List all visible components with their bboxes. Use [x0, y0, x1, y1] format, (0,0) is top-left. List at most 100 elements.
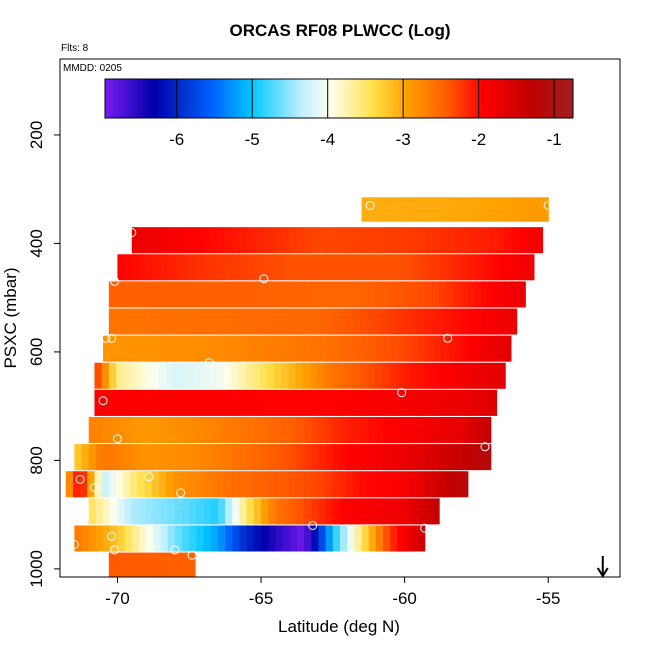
date-annotation: MMDD: 0205: [63, 63, 122, 74]
band-cell: [381, 389, 390, 416]
band-cell: [253, 254, 262, 281]
band-cell: [460, 281, 469, 308]
band-cell: [259, 471, 268, 498]
band-cell: [381, 281, 390, 308]
band-cell: [196, 416, 205, 444]
band-cell: [238, 471, 246, 498]
band-cell: [153, 335, 162, 362]
band-cell: [311, 444, 320, 471]
band-cell: [347, 335, 355, 362]
band-cell: [124, 525, 133, 552]
band-cell: [123, 389, 131, 416]
band-cell: [354, 498, 363, 525]
band-cell: [331, 281, 340, 308]
down-arrow-icon: [596, 556, 609, 578]
colorbar-tick-label: -3: [396, 130, 411, 149]
band-cell: [282, 254, 291, 281]
band-cell: [94, 389, 103, 416]
band-cell: [239, 335, 248, 362]
band-cell: [268, 416, 276, 444]
band-cell: [275, 498, 284, 525]
band-cell: [187, 362, 196, 389]
band-cell: [138, 335, 147, 362]
x-axis-label: Latitude (deg N): [278, 617, 400, 636]
band-cell: [474, 362, 483, 389]
band-cell: [246, 416, 255, 444]
data-marker: [187, 550, 197, 560]
band-cell: [245, 362, 254, 389]
band-cell: [137, 362, 146, 389]
band-cell: [526, 197, 535, 222]
band-cell: [338, 308, 347, 335]
band-cell: [268, 227, 276, 254]
band-cell: [180, 308, 189, 335]
band-cell: [317, 471, 325, 498]
band-cell: [268, 444, 276, 471]
band-cell: [368, 254, 377, 281]
band-cell: [397, 197, 406, 222]
band-cell: [304, 254, 312, 281]
band-cell: [209, 389, 218, 416]
band-cell: [325, 498, 334, 525]
band-cell: [81, 444, 90, 471]
band-cell: [474, 281, 483, 308]
band-cell: [418, 197, 427, 222]
band-cell: [418, 335, 427, 362]
band-cell: [483, 197, 492, 222]
band-cell: [110, 444, 119, 471]
band-cell: [483, 416, 492, 444]
band-cell: [296, 227, 305, 254]
band-cell: [440, 335, 449, 362]
band-cell: [182, 254, 190, 281]
band-cell: [117, 525, 126, 552]
band-cell: [374, 471, 383, 498]
band-cell: [519, 254, 528, 281]
band-cell: [375, 197, 384, 222]
band-cell: [223, 362, 232, 389]
band-cell: [153, 444, 162, 471]
band-cell: [196, 335, 205, 362]
flights-annotation: Flts: 8: [61, 43, 89, 54]
band-cell: [476, 416, 485, 444]
band-cell: [410, 471, 419, 498]
band-cell: [131, 498, 140, 525]
band-cell: [282, 498, 291, 525]
band-cell: [332, 498, 341, 525]
band-cell: [130, 281, 139, 308]
band-cell: [447, 197, 456, 222]
data-band: [131, 227, 544, 254]
band-cell: [130, 362, 139, 389]
band-cell: [275, 227, 284, 254]
band-cell: [110, 416, 119, 444]
band-cell: [123, 281, 131, 308]
band-cell: [489, 308, 498, 335]
band-cell: [232, 498, 241, 525]
band-cell: [440, 416, 449, 444]
band-cell: [309, 389, 318, 416]
band-cell: [340, 498, 348, 525]
band-cell: [311, 335, 320, 362]
band-cell: [94, 362, 103, 389]
band-cell: [167, 525, 176, 552]
band-cell: [324, 281, 332, 308]
band-cell: [253, 335, 262, 362]
band-cell: [360, 389, 368, 416]
band-cell: [424, 471, 433, 498]
band-cell: [431, 362, 440, 389]
band-cell: [368, 444, 377, 471]
band-cell: [160, 254, 169, 281]
band-cell: [189, 227, 198, 254]
band-cell: [361, 335, 370, 362]
band-cell: [281, 308, 289, 335]
band-cell: [209, 362, 218, 389]
band-cell: [194, 362, 203, 389]
band-cell: [266, 471, 275, 498]
band-cell: [361, 498, 370, 525]
band-cell: [167, 416, 176, 444]
band-cell: [332, 444, 341, 471]
band-cell: [403, 362, 411, 389]
band-cell: [189, 498, 198, 525]
band-cell: [223, 471, 232, 498]
band-cell: [223, 308, 232, 335]
band-cell: [246, 335, 255, 362]
